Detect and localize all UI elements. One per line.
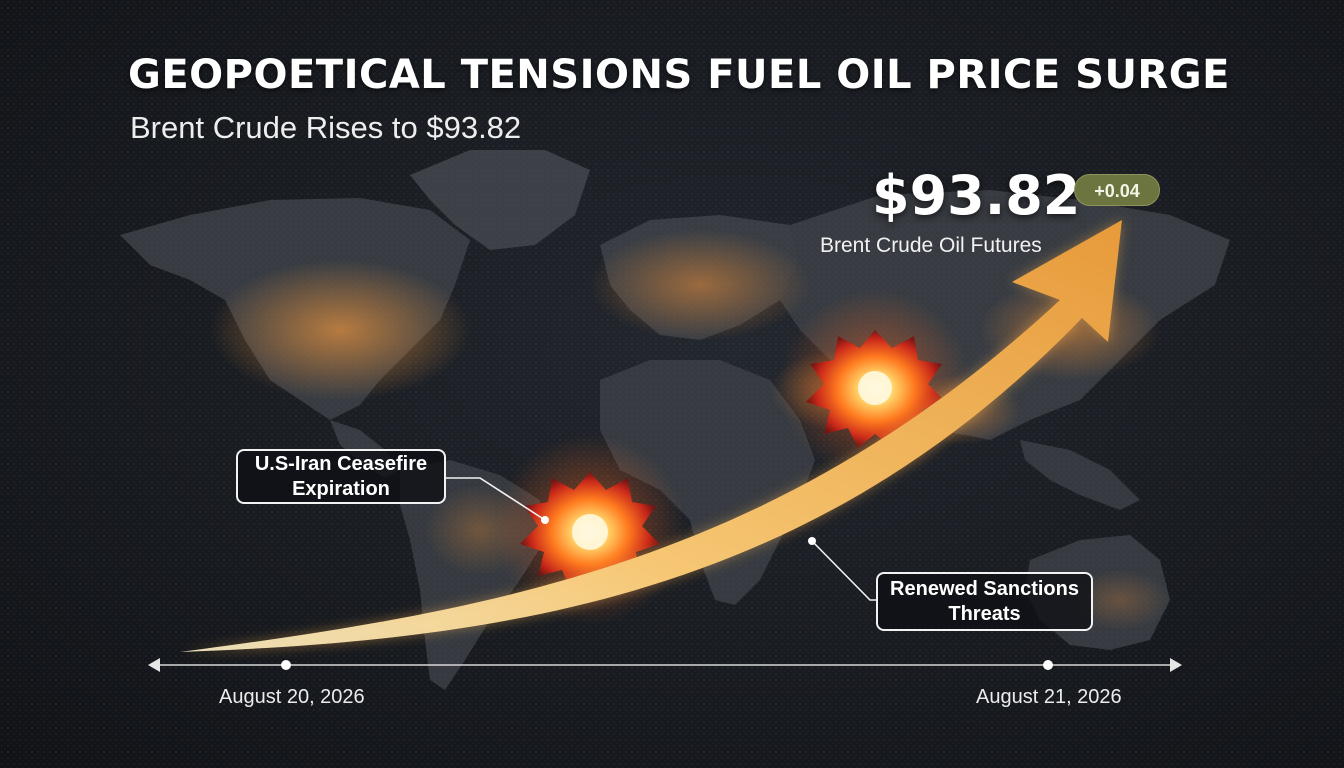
timeline-end-marker: [1043, 660, 1053, 670]
callout-sanctions-line2: Threats: [948, 602, 1021, 625]
price-surge-arrow: [180, 220, 1122, 652]
timeline-left-arrowhead: [148, 658, 160, 672]
ceasefire-connector: [446, 477, 546, 521]
callout-sanctions-line1: Renewed Sanctions: [890, 577, 1079, 600]
price-change-badge: +0.04: [1074, 174, 1160, 206]
ceasefire-anchor-dot: [541, 516, 549, 524]
instrument-label: Brent Crude Oil Futures: [820, 234, 1042, 257]
timeline-right-arrowhead: [1170, 658, 1182, 672]
callout-sanctions: Renewed Sanctions Threats: [876, 572, 1093, 631]
timeline-start-date: August 20, 2026: [219, 686, 365, 708]
headline: GEOPOETICAL TENSIONS FUEL OIL PRICE SURG…: [128, 52, 1230, 98]
timeline-end-date: August 21, 2026: [976, 686, 1122, 708]
europe-lights: [590, 230, 810, 340]
price-value: $93.82: [872, 164, 1081, 227]
sanctions-anchor-dot: [808, 537, 816, 545]
callout-ceasefire-line2: Expiration: [292, 477, 390, 500]
timeline-start-marker: [281, 660, 291, 670]
north-america-lights: [210, 260, 470, 400]
timeline-axis: [148, 658, 1182, 672]
sanctions-connector: [811, 540, 876, 601]
callout-connectors: [446, 477, 876, 601]
australia-lights: [1070, 570, 1170, 630]
callout-ceasefire-line1: U.S-Iran Ceasefire: [254, 452, 428, 475]
subheadline: Brent Crude Rises to $93.82: [130, 110, 522, 145]
callout-ceasefire: U.S-Iran Ceasefire Expiration: [236, 449, 446, 504]
